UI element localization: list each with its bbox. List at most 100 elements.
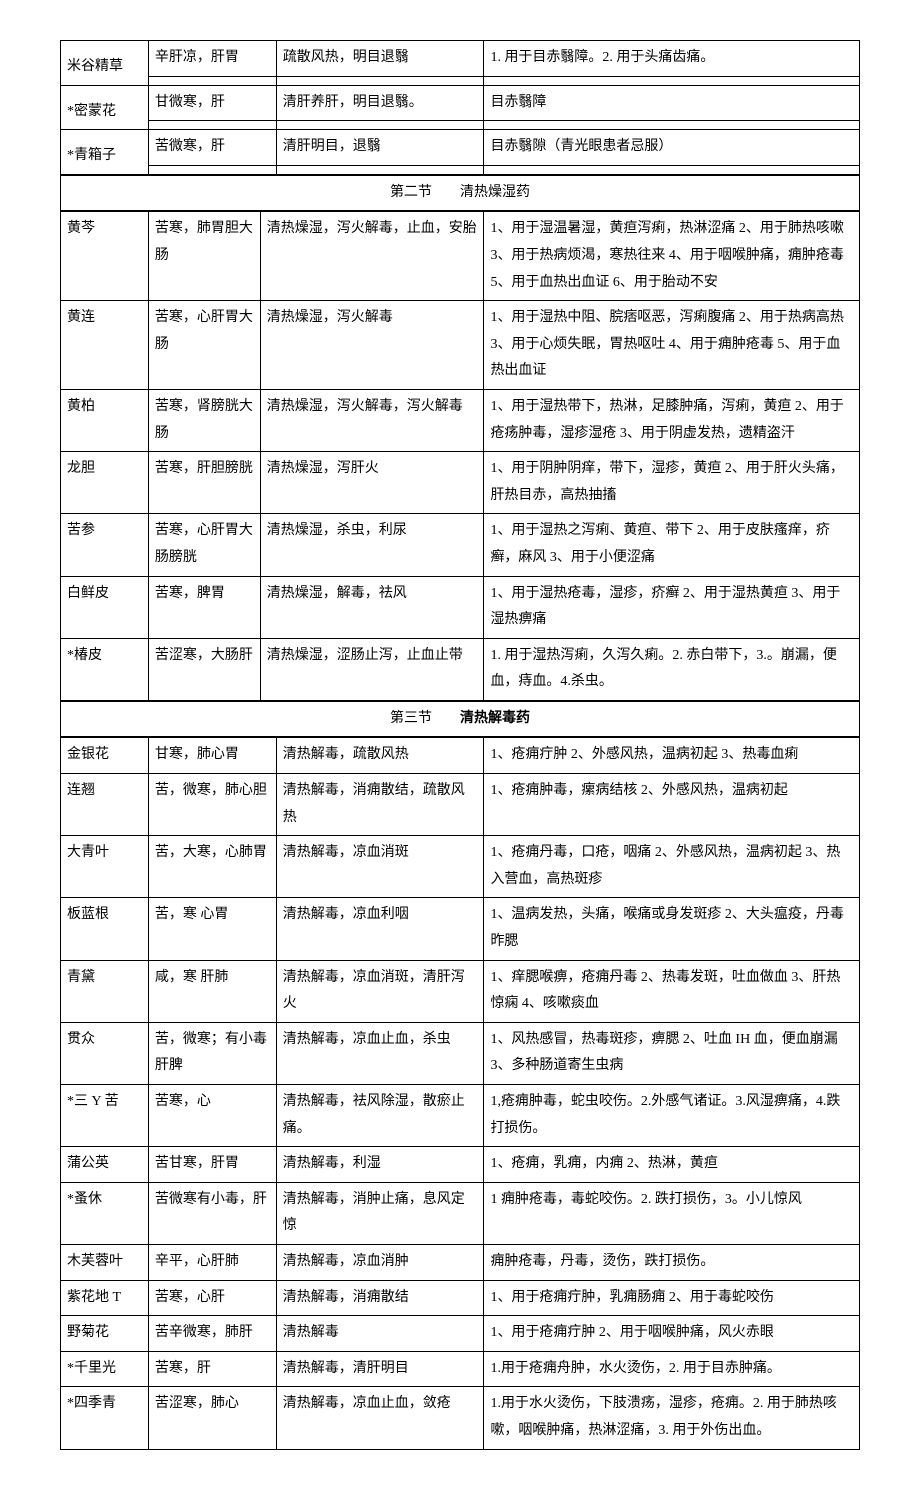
herb-name: 青黛 [61, 960, 149, 1022]
herb-name: *四季青 [61, 1387, 149, 1449]
herb-usage: 1、疮痈，乳痈，内痈 2、热淋，黄疸 [484, 1147, 860, 1183]
herb-property: 苦寒，肾膀胱大肠 [148, 389, 260, 451]
herb-property: 苦微寒有小毒，肝 [148, 1182, 276, 1244]
herb-name: 野菊花 [61, 1316, 149, 1352]
herb-property: 苦甘寒，肝胃 [148, 1147, 276, 1183]
herb-usage: 1、用于湿温暑湿，黄疸泻痢，热淋涩痛 2、用于肺热咳嗽 3、用于热病烦渴，寒热往… [484, 212, 860, 301]
herb-usage: 1.用于水火烫伤，下肢溃疡，湿疹，疮痈。2. 用于肺热咳嗽，咽喉肿痛，热淋涩痛，… [484, 1387, 860, 1449]
herb-usage: 1,疮痈肿毒，蛇虫咬伤。2.外感气诸证。3.风湿痹痛，4.跌打损伤。 [484, 1085, 860, 1147]
herb-usage: 1、用于湿热中阻、脘痞呕恶，泻痢腹痛 2、用于热病高热 3、用于心烦失眠，胃热呕… [484, 301, 860, 390]
herb-name: *密蒙花 [61, 85, 149, 130]
herb-usage: 1、用于湿热之泻痢、黄疸、带下 2、用于皮肤瘙痒，疥癣，麻风 3、用于小便涩痛 [484, 514, 860, 576]
herb-property: 苦寒，肺胃胆大肠 [148, 212, 260, 301]
section3-header-table: 第三节 清热解毒药 [60, 701, 860, 738]
herb-function: 清热燥湿，杀虫，利尿 [260, 514, 484, 576]
herb-function: 清肝养肝，明目退翳。 [276, 85, 484, 121]
herb-name: 贯众 [61, 1022, 149, 1084]
herb-function: 清热解毒，凉血止血，敛疮 [276, 1387, 484, 1449]
herb-property: 甘微寒，肝 [148, 85, 276, 121]
herb-property: 苦，微寒；有小毒 肝脾 [148, 1022, 276, 1084]
herb-usage: 1.用于疮痈舟肿，水火烫伤，2. 用于目赤肿痛。 [484, 1351, 860, 1387]
herb-property: 辛肝凉，肝胃 [148, 41, 276, 77]
herb-property: 苦涩寒，肺心 [148, 1387, 276, 1449]
herb-usage: 1、痒腮喉痹，疮痈丹毒 2、热毒发斑，吐血做血 3、肝热惊痫 4、咳嗽痰血 [484, 960, 860, 1022]
herb-function: 清热解毒，消痈散结 [276, 1280, 484, 1316]
herb-name: 板蓝根 [61, 898, 149, 960]
herb-function: 清热燥湿，泻火解毒，止血，安胎 [260, 212, 484, 301]
herb-property: 苦寒，心肝 [148, 1280, 276, 1316]
herb-property: 苦涩寒，大肠肝 [148, 638, 260, 700]
herb-function: 清热燥湿，解毒，祛风 [260, 576, 484, 638]
herb-usage: 1、用于湿热带下，热淋，足膝肿痛，泻痢，黄疸 2、用于疮疡肿毒，湿疹湿疮 3、用… [484, 389, 860, 451]
herb-property: 苦寒，心肝胃大肠 [148, 301, 260, 390]
herb-usage: 1、风热感冒，热毒斑疹，痹腮 2、吐血 IH 血，便血崩漏 3、多种肠道寄生虫病 [484, 1022, 860, 1084]
herb-name: 金银花 [61, 738, 149, 774]
herb-name: 大青叶 [61, 836, 149, 898]
herb-function: 清热解毒，疏散风热 [276, 738, 484, 774]
herb-name: 木芙蓉叶 [61, 1244, 149, 1280]
herb-property: 苦，微寒，肺心胆 [148, 774, 276, 836]
herb-name: 黄芩 [61, 212, 149, 301]
herb-name: *三 Y 苦 [61, 1085, 149, 1147]
herb-usage: 1. 用于目赤翳障。2. 用于头痛齿痛。 [484, 41, 860, 77]
herb-function: 清热解毒，祛风除湿，散瘀止痛。 [276, 1085, 484, 1147]
herb-usage: 1 痈肿疮毒，毒蛇咬伤。2. 跌打损伤，3。小儿惊风 [484, 1182, 860, 1244]
herb-function: 清热燥湿，泻肝火 [260, 452, 484, 514]
herb-property: 咸，寒 肝肺 [148, 960, 276, 1022]
herb-table-2: 黄芩 苦寒，肺胃胆大肠 清热燥湿，泻火解毒，止血，安胎 1、用于湿温暑湿，黄疸泻… [60, 211, 860, 701]
herb-property: 甘寒，肺心胃 [148, 738, 276, 774]
herb-name: *蚤休 [61, 1182, 149, 1244]
herb-table-1: 米谷精草 辛肝凉，肝胃 疏散风热，明目退翳 1. 用于目赤翳障。2. 用于头痛齿… [60, 40, 860, 175]
herb-usage: 1、温病发热，头痛，喉痛或身发斑疹 2、大头瘟疫，丹毒昨腮 [484, 898, 860, 960]
herb-property: 苦，大寒，心肺胃 [148, 836, 276, 898]
herb-function: 清热燥湿，泻火解毒，泻火解毒 [260, 389, 484, 451]
herb-name: *青箱子 [61, 130, 149, 175]
herb-name: 蒲公英 [61, 1147, 149, 1183]
herb-usage: 1、用于疮痈疔肿 2、用于咽喉肿痛，风火赤眼 [484, 1316, 860, 1352]
herb-name: *千里光 [61, 1351, 149, 1387]
herb-function: 疏散风热，明目退翳 [276, 41, 484, 77]
herb-property: 苦寒，心 [148, 1085, 276, 1147]
herb-function: 清热解毒，清肝明目 [276, 1351, 484, 1387]
herb-name: 紫花地 T [61, 1280, 149, 1316]
herb-usage: 1、用于疮痈疔肿，乳痈肠痈 2、用于毒蛇咬伤 [484, 1280, 860, 1316]
herb-name: 米谷精草 [61, 41, 149, 86]
herb-property: 辛平，心肝肺 [148, 1244, 276, 1280]
herb-name: 苦参 [61, 514, 149, 576]
herb-usage: 1、疮痈肿毒，瘰病结核 2、外感风热，温病初起 [484, 774, 860, 836]
herb-function: 清肝明目，退翳 [276, 130, 484, 166]
herb-usage: 目赤翳障 [484, 85, 860, 121]
herb-name: 白鲜皮 [61, 576, 149, 638]
herb-usage: 1、疮痈疔肿 2、外感风热，温病初起 3、热毒血痢 [484, 738, 860, 774]
herb-function: 清热燥湿，泻火解毒 [260, 301, 484, 390]
herb-usage: 1、用于湿热疮毒，湿疹，疥癣 2、用于湿热黄疸 3、用于湿热痹痛 [484, 576, 860, 638]
herb-property: 苦微寒，肝 [148, 130, 276, 166]
herb-property: 苦寒，肝 [148, 1351, 276, 1387]
herb-usage: 1. 用于湿热泻痢，久泻久痢。2. 赤白带下，3.。崩漏，便血，痔血。4.杀虫。 [484, 638, 860, 700]
herb-function: 清热解毒，消痈散结，疏散风热 [276, 774, 484, 836]
herb-property: 苦寒，心肝胃大肠膀胱 [148, 514, 260, 576]
herb-table-3: 金银花 甘寒，肺心胃 清热解毒，疏散风热 1、疮痈疔肿 2、外感风热，温病初起 … [60, 737, 860, 1449]
herb-usage: 痈肿疮毒，丹毒，烫伤，跌打损伤。 [484, 1244, 860, 1280]
herb-function: 清热解毒，利湿 [276, 1147, 484, 1183]
herb-function: 清热解毒，凉血消斑，清肝泻火 [276, 960, 484, 1022]
herb-function: 清热解毒，凉血止血，杀虫 [276, 1022, 484, 1084]
herb-function: 清热解毒，凉血消肿 [276, 1244, 484, 1280]
herb-usage: 1、疮痈丹毒，口疮，咽痛 2、外感风热，温病初起 3、热入营血，高热斑疹 [484, 836, 860, 898]
herb-name: 连翘 [61, 774, 149, 836]
section3-title: 第三节 清热解毒药 [61, 701, 860, 737]
herb-name: 黄连 [61, 301, 149, 390]
herb-name: 龙胆 [61, 452, 149, 514]
herb-function: 清热解毒，凉血利咽 [276, 898, 484, 960]
herb-property: 苦辛微寒，肺肝 [148, 1316, 276, 1352]
herb-usage: 目赤翳隙（青光眼患者忌服） [484, 130, 860, 166]
herb-function: 清热解毒，凉血消斑 [276, 836, 484, 898]
herb-property: 苦，寒 心胃 [148, 898, 276, 960]
herb-function: 清热解毒，消肿止痛，息风定惊 [276, 1182, 484, 1244]
herb-function: 清热燥湿，涩肠止泻，止血止带 [260, 638, 484, 700]
herb-name: 黄柏 [61, 389, 149, 451]
herb-usage: 1、用于阴肿阴痒，带下，湿疹，黄疸 2、用于肝火头痛，肝热目赤，高热抽搐 [484, 452, 860, 514]
herb-name: *椿皮 [61, 638, 149, 700]
section2-title: 第二节 清热燥湿药 [61, 175, 860, 211]
section2-header-table: 第二节 清热燥湿药 [60, 175, 860, 212]
